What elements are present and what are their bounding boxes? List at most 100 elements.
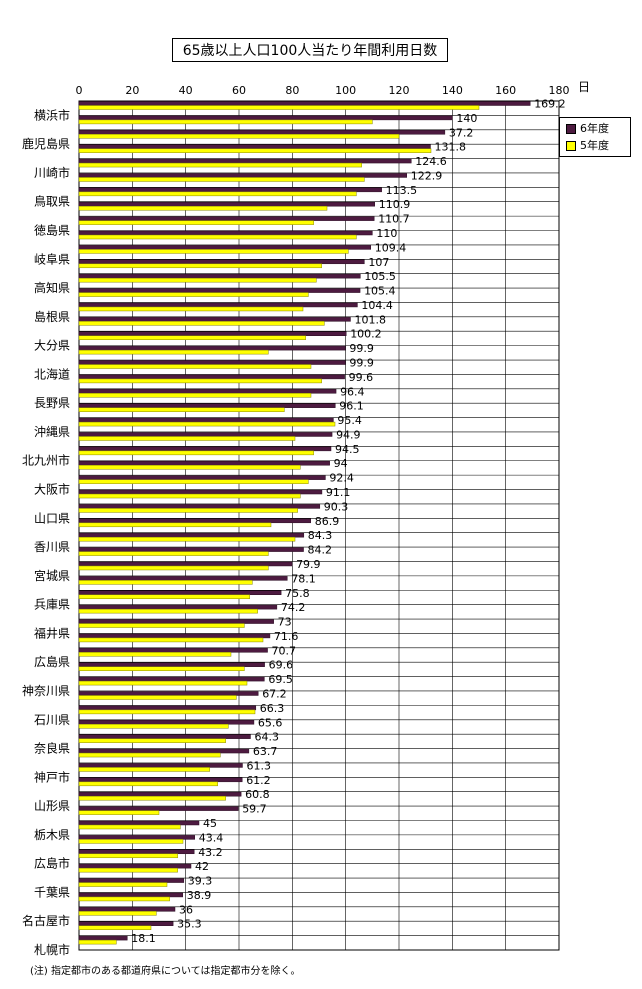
data-label: 36 [179,903,193,916]
data-label: 64.3 [254,731,279,744]
bar-series-1 [78,633,271,639]
category-label: 鹿児島県 [22,136,70,151]
bar-series-1 [78,878,185,883]
data-label: 84.3 [308,529,333,542]
bar-series-1 [78,720,255,725]
bar-series-1 [78,820,200,826]
category-label: 福井県 [34,625,70,640]
bar-series-2 [78,364,312,369]
bar-series-2 [78,695,237,700]
bar-series-2 [78,464,301,470]
category-label: 徳島県 [34,223,70,238]
bar-series-2 [78,594,250,600]
data-label: 59.7 [242,803,267,816]
x-tick-label: 140 [442,84,463,97]
data-label: 67.2 [262,687,287,700]
bar-series-2 [78,335,306,340]
bar-series-2 [78,925,152,930]
bar-series-2 [78,724,229,729]
data-label: 61.2 [246,774,271,787]
bar-series-1 [78,892,183,898]
chart-title: 65歳以上人口100人当たり年間利用日数 [172,38,448,62]
bar-series-2 [78,867,178,873]
legend: 6年度 5年度 [559,117,631,157]
bar-series-1 [78,518,311,524]
category-label: 宮城県 [34,568,70,583]
bar-series-1 [78,547,304,552]
bar-series-2 [78,105,480,110]
bar-series-1 [78,806,239,811]
bar-series-2 [78,191,357,197]
category-label: 兵庫県 [34,598,70,612]
bar-series-1 [78,662,265,667]
bar-series-1 [78,187,382,193]
data-label: 110 [376,227,397,240]
bar-series-1 [78,475,326,480]
x-tick-label: 160 [495,84,516,97]
category-label: 山口県 [34,511,70,525]
bar-series-2 [78,738,226,743]
data-label: 37.2 [449,126,474,139]
bar-series-2 [78,666,245,671]
data-label: 95.4 [337,414,362,427]
bar-series-1 [78,576,288,581]
data-label: 73 [278,616,292,629]
bar-series-2 [78,393,312,398]
data-label: 69.6 [269,659,294,672]
x-tick-label: 40 [179,84,193,97]
data-label: 94.5 [335,443,360,456]
category-label: 北九州市 [22,453,70,468]
category-label: 神戸市 [34,769,70,784]
data-label: 91.1 [326,486,351,499]
data-label: 18.1 [131,932,156,945]
bar-series-1 [78,345,346,351]
legend-swatch-series-2 [566,141,576,151]
data-label: 78.1 [291,572,316,585]
bar-series-2 [78,205,328,211]
bar-series-2 [78,853,178,859]
data-label: 94 [334,457,348,470]
bar-series-1 [78,676,265,682]
category-label: 川崎市 [34,165,70,180]
data-label: 94.9 [336,428,361,441]
bar-series-1 [78,590,282,596]
bar-series-1 [78,532,305,538]
bar-series-1 [78,130,446,135]
bar-series-1 [78,835,195,840]
x-tick-label: 60 [232,84,246,97]
category-label: 神奈川県 [22,684,70,698]
data-label: 109.4 [375,241,407,254]
bar-series-1 [78,763,243,768]
bar-series-1 [78,705,257,711]
bar-series-1 [78,259,365,265]
data-label: 140 [456,112,477,125]
data-label: 100.2 [350,328,382,341]
bar-series-2 [78,810,160,815]
bar-series-2 [78,536,296,542]
bar-series-1 [78,691,259,696]
bar-series-2 [78,321,325,326]
category-label: 千葉県 [34,885,70,899]
data-label: 39.3 [188,875,213,888]
bar-series-2 [78,479,309,484]
data-label: 35.3 [177,918,202,931]
data-label: 105.4 [364,285,396,298]
bar-series-1 [78,604,278,610]
data-label: 84.2 [308,544,333,557]
category-label: 岐阜県 [34,252,70,266]
legend-label-series-2: 5年度 [580,139,609,152]
bar-series-1 [78,791,242,797]
data-label: 79.9 [296,558,321,571]
bar-series-2 [78,896,170,902]
bar-series-1 [78,748,250,754]
data-label: 61.3 [246,759,271,772]
category-label: 札幌市 [34,942,70,957]
bar-series-1 [78,777,243,783]
data-label: 90.3 [324,500,349,513]
bar-series-2 [78,652,232,657]
footnote: (注) 指定都市のある都道府県については指定都市分を除く。 [30,966,301,977]
x-tick-label: 100 [335,84,356,97]
bar-series-2 [78,421,336,427]
bar-series-2 [78,839,184,844]
